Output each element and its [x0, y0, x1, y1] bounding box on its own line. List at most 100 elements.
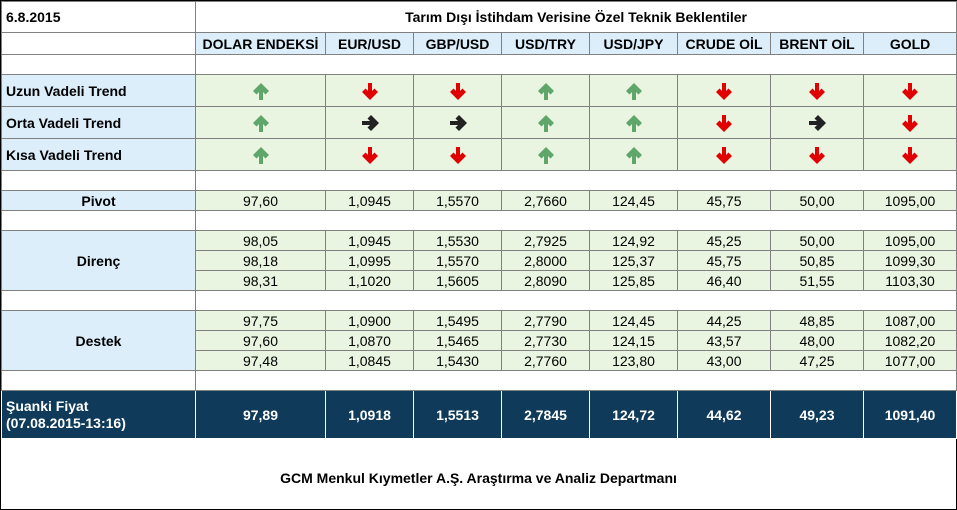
resistance-label: Direnç: [1, 230, 196, 291]
trend-cell: [589, 138, 678, 171]
support-value: 43,57: [677, 330, 771, 351]
trend-cell: [413, 106, 502, 139]
support-value: 124,45: [589, 310, 678, 331]
arrow-up-icon: [623, 145, 645, 164]
arrow-down-icon: [359, 145, 381, 164]
support-value: 47,25: [770, 350, 864, 371]
trend-cell: [195, 138, 326, 171]
arrow-down-icon: [899, 113, 921, 132]
support-value: 124,15: [589, 330, 678, 351]
resistance-value: 98,31: [195, 270, 326, 291]
arrow-right-icon: [806, 113, 828, 131]
support-value: 44,25: [677, 310, 771, 331]
current-price-value: 1,5513: [413, 390, 502, 439]
pivot-value: 45,75: [677, 190, 771, 211]
footer-credit: GCM Menkul Kıymetler A.Ş. Araştırma ve A…: [280, 470, 677, 486]
arrow-up-icon: [535, 81, 557, 100]
column-header: USD/JPY: [589, 32, 678, 55]
support-label: Destek: [1, 310, 196, 371]
support-value: 2,7790: [501, 310, 590, 331]
support-value: 1,0870: [325, 330, 414, 351]
technical-table: 6.8.2015 Tarım Dışı İstihdam Verisine Öze…: [1, 1, 957, 439]
pre-trend-spacer-fill: [194, 54, 957, 75]
arrow-up-icon: [250, 145, 272, 164]
pivot-label: Pivot: [1, 190, 196, 211]
support-value: 97,60: [195, 330, 326, 351]
resistance-value: 124,92: [589, 230, 678, 251]
arrow-down-icon: [713, 145, 735, 164]
column-header: CRUDE OİL: [677, 32, 771, 55]
current-price-timestamp: (07.08.2015-13:16): [6, 414, 126, 431]
trend-cell: [677, 106, 771, 139]
pivot-value: 50,00: [770, 190, 864, 211]
column-header: GOLD: [862, 32, 957, 55]
trend-cell: [589, 74, 678, 107]
arrow-up-icon: [250, 81, 272, 100]
support-value: 1,5430: [413, 350, 502, 371]
report-title: Tarım Dışı İstihdam Verisine Özel Teknik…: [194, 1, 957, 33]
trend-cell: [589, 106, 678, 139]
support-value: 97,75: [195, 310, 326, 331]
resistance-value: 1099,30: [862, 250, 957, 271]
resistance-value: 2,7925: [501, 230, 590, 251]
pre-price-spacer-fill: [194, 370, 957, 391]
resistance-value: 125,37: [589, 250, 678, 271]
resistance-value: 1,5570: [413, 250, 502, 271]
support-value: 1082,20: [862, 330, 957, 351]
support-value: 43,00: [677, 350, 771, 371]
current-price-value: 2,7845: [501, 390, 590, 439]
current-price-value: 1091,40: [862, 390, 957, 439]
pre-pivot-spacer-fill: [194, 170, 957, 191]
resistance-value: 1095,00: [862, 230, 957, 251]
current-price-value: 49,23: [770, 390, 864, 439]
arrow-right-icon: [359, 113, 381, 131]
column-header: EUR/USD: [325, 32, 414, 55]
trend-cell: [413, 74, 502, 107]
trend-cell: [413, 138, 502, 171]
support-value: 2,7760: [501, 350, 590, 371]
resistance-value: 125,85: [589, 270, 678, 291]
trend-cell: [862, 138, 957, 171]
support-value: 123,80: [589, 350, 678, 371]
column-header: BRENT OİL: [770, 32, 864, 55]
resistance-value: 98,05: [195, 230, 326, 251]
trend-cell: [677, 138, 771, 171]
arrow-down-icon: [447, 81, 469, 100]
current-price-value: 124,72: [589, 390, 678, 439]
resistance-value: 2,8000: [501, 250, 590, 271]
resistance-value: 1,0995: [325, 250, 414, 271]
trend-cell: [862, 106, 957, 139]
trend-label: Kısa Vadeli Trend: [1, 138, 196, 171]
pivot-value: 2,7660: [501, 190, 590, 211]
current-price-value: 1,0918: [325, 390, 414, 439]
resistance-value: 45,25: [677, 230, 771, 251]
pre-support-spacer: [1, 290, 196, 311]
pivot-value: 124,45: [589, 190, 678, 211]
support-value: 2,7730: [501, 330, 590, 351]
resistance-value: 1,5530: [413, 230, 502, 251]
arrow-up-icon: [535, 145, 557, 164]
pre-pivot-spacer: [1, 170, 196, 191]
trend-cell: [501, 106, 590, 139]
support-value: 1,0900: [325, 310, 414, 331]
resistance-value: 50,85: [770, 250, 864, 271]
trend-cell: [770, 138, 864, 171]
support-value: 1077,00: [862, 350, 957, 371]
trend-cell: [862, 74, 957, 107]
resistance-value: 2,8090: [501, 270, 590, 291]
resistance-value: 46,40: [677, 270, 771, 291]
trend-cell: [501, 138, 590, 171]
trend-cell: [195, 106, 326, 139]
current-price-value: 44,62: [677, 390, 771, 439]
resistance-value: 50,00: [770, 230, 864, 251]
arrow-down-icon: [899, 81, 921, 100]
current-price-title: Şuanki Fiyat: [6, 397, 89, 414]
resistance-value: 51,55: [770, 270, 864, 291]
resistance-value: 1,1020: [325, 270, 414, 291]
arrow-down-icon: [806, 81, 828, 100]
trend-cell: [501, 74, 590, 107]
arrow-down-icon: [713, 113, 735, 132]
arrow-down-icon: [447, 145, 469, 164]
column-header: USD/TRY: [501, 32, 590, 55]
